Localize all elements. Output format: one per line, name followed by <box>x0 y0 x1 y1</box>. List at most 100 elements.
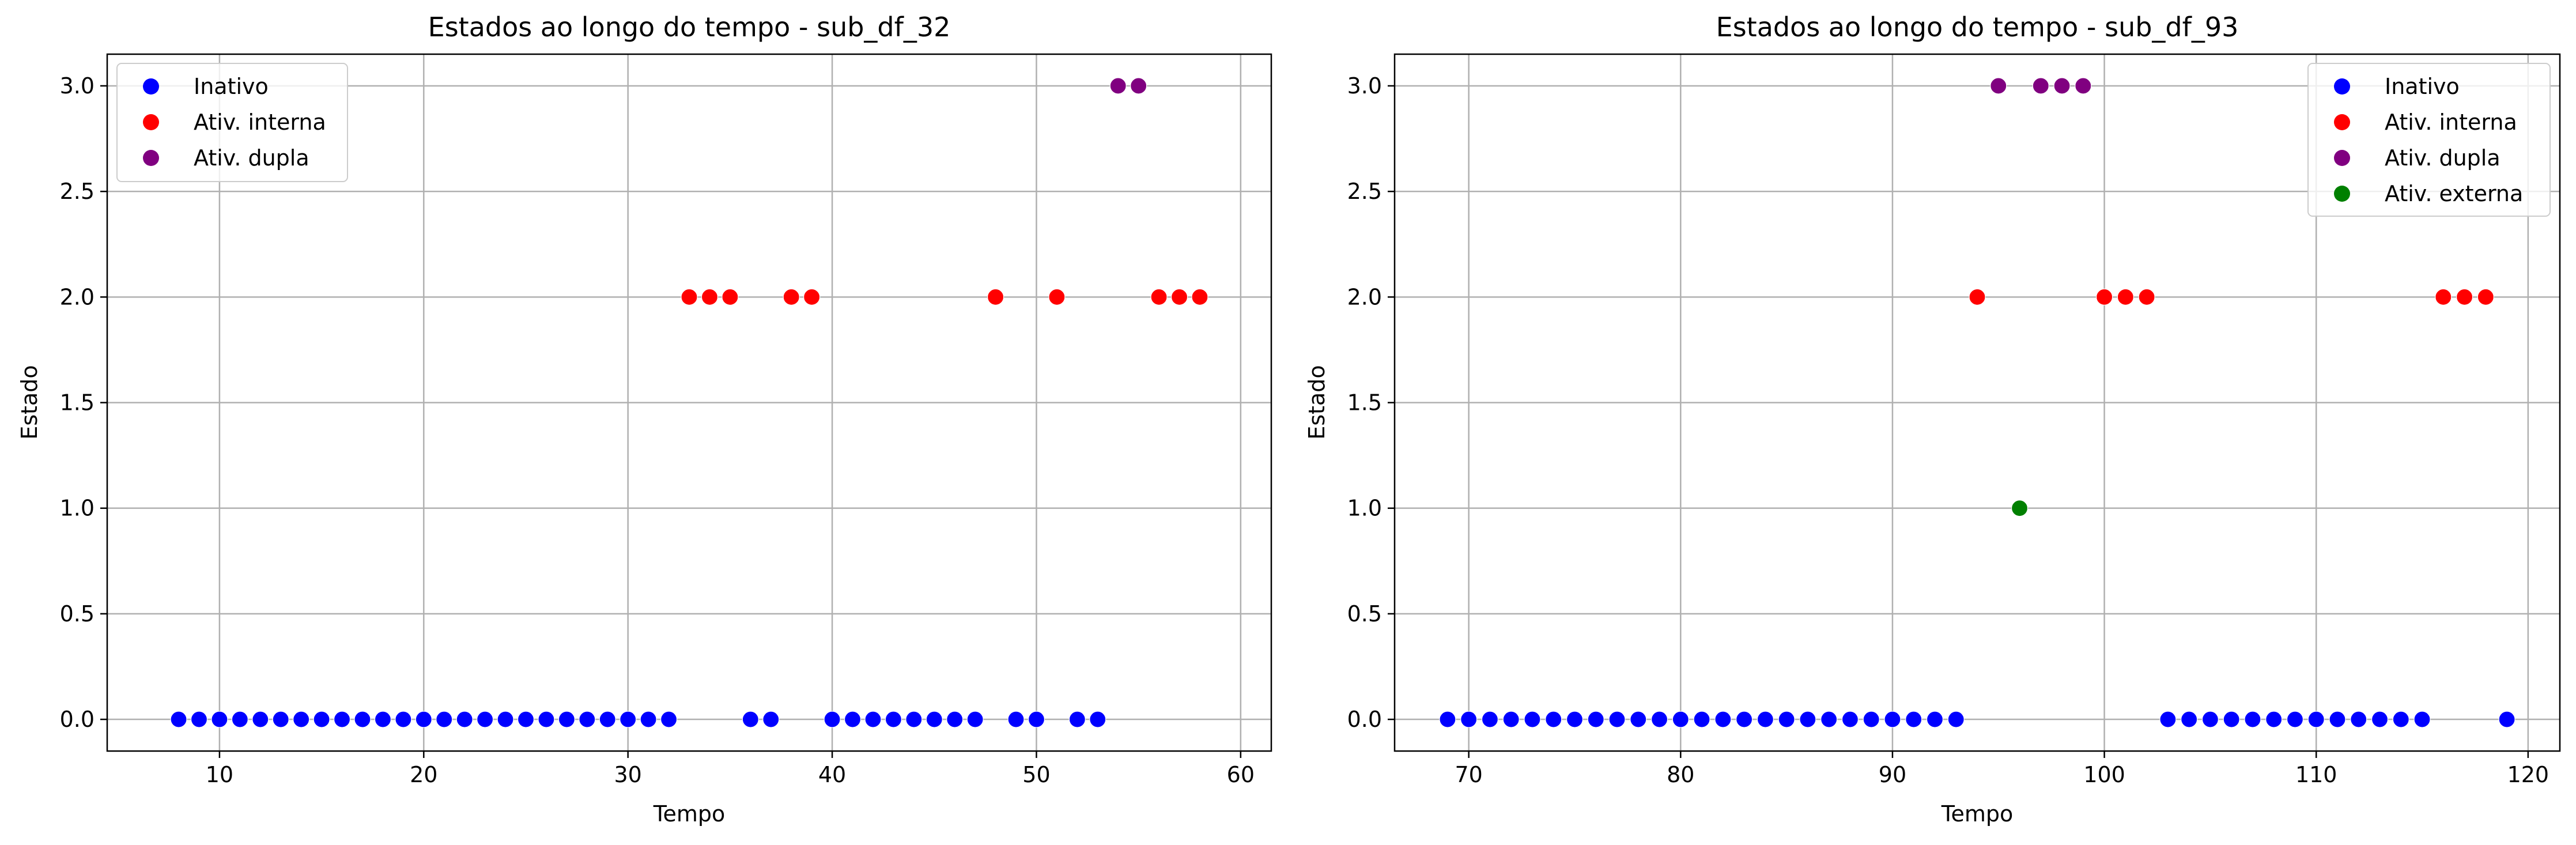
point-inativo <box>824 711 841 728</box>
x-axis-label: Tempo <box>653 801 726 827</box>
point-inativo <box>1028 711 1045 728</box>
data-points <box>1439 77 2515 728</box>
legend-box <box>2307 63 2551 217</box>
point-ativ-interna <box>2435 288 2452 305</box>
x-tick-label: 120 <box>2507 762 2549 787</box>
point-ativ-dupla <box>2053 77 2071 95</box>
legend: Inativo Ativ. interna Ativ. dupla <box>116 63 348 182</box>
point-inativo <box>1650 711 1668 728</box>
point-ativ-interna <box>701 288 719 305</box>
point-inativo <box>2307 711 2325 728</box>
y-axis-label: Estado <box>1304 365 1329 439</box>
point-inativo <box>190 711 208 728</box>
point-inativo <box>436 711 453 728</box>
point-inativo <box>558 711 575 728</box>
point-ativ-dupla <box>1109 77 1127 95</box>
point-ativ-interna <box>1969 288 1986 305</box>
x-tick-label: 10 <box>206 762 233 787</box>
point-ativ-dupla <box>2032 77 2049 95</box>
point-inativo <box>1714 711 1732 728</box>
legend-label: Ativ. dupla <box>194 145 309 171</box>
point-inativo <box>497 711 514 728</box>
point-inativo <box>2392 711 2409 728</box>
point-inativo <box>313 711 330 728</box>
legend-label: Ativ. externa <box>2385 181 2523 206</box>
point-ativ-interna <box>1150 288 1168 305</box>
point-inativo <box>1007 711 1025 728</box>
legend-entry-ativ-interna: Ativ. interna <box>2334 110 2517 135</box>
point-inativo <box>1608 711 1626 728</box>
point-ativ-interna <box>2138 288 2155 305</box>
point-inativo <box>1524 711 1541 728</box>
legend-marker <box>2334 114 2350 130</box>
point-inativo <box>1460 711 1478 728</box>
point-inativo <box>1545 711 1562 728</box>
point-inativo <box>2329 711 2346 728</box>
point-inativo <box>2181 711 2198 728</box>
legend-entry-ativ-dupla: Ativ. dupla <box>2334 145 2501 171</box>
point-inativo <box>1799 711 1816 728</box>
data-points <box>170 77 1208 728</box>
point-inativo <box>1481 711 1499 728</box>
point-inativo <box>293 711 310 728</box>
point-inativo <box>477 711 494 728</box>
chart-right: Estados ao longo do tempo - sub_df_93 0.… <box>1304 12 2561 827</box>
point-inativo <box>2413 711 2431 728</box>
x-tick-label: 110 <box>2295 762 2337 787</box>
y-axis-label: Estado <box>17 365 42 439</box>
point-inativo <box>2286 711 2304 728</box>
point-inativo <box>395 711 412 728</box>
point-ativ-interna <box>783 288 800 305</box>
legend-marker <box>143 114 159 130</box>
point-inativo <box>538 711 555 728</box>
y-axis-ticks: 0.0 0.5 1.0 1.5 2.0 2.5 3.0 <box>1347 73 1395 732</box>
point-ativ-interna <box>2095 288 2113 305</box>
point-inativo <box>170 711 187 728</box>
point-inativo <box>1672 711 1689 728</box>
point-ativ-interna <box>803 288 821 305</box>
point-ativ-interna <box>722 288 739 305</box>
y-tick-label: 1.5 <box>60 390 95 416</box>
legend-marker <box>2334 150 2350 166</box>
legend-label: Inativo <box>2385 74 2460 99</box>
point-inativo <box>415 711 432 728</box>
point-inativo <box>1068 711 1086 728</box>
point-inativo <box>579 711 596 728</box>
y-tick-label: 2.5 <box>60 179 95 204</box>
point-inativo <box>2223 711 2240 728</box>
point-ativ-interna <box>2456 288 2473 305</box>
point-inativo <box>1926 711 1944 728</box>
legend-marker <box>143 150 159 166</box>
chart-left: Estados ao longo do tempo - sub_df_32 0.… <box>17 12 1272 827</box>
x-tick-label: 20 <box>410 762 437 787</box>
point-inativo <box>1778 711 1795 728</box>
x-tick-label: 50 <box>1022 762 1050 787</box>
point-inativo <box>1884 711 1901 728</box>
point-ativ-dupla <box>1130 77 1147 95</box>
x-tick-label: 80 <box>1667 762 1694 787</box>
point-ativ-interna <box>1048 288 1066 305</box>
point-inativo <box>1736 711 1753 728</box>
y-tick-label: 0.0 <box>1347 707 1382 732</box>
point-inativo <box>1630 711 1647 728</box>
y-tick-label: 0.0 <box>60 707 95 732</box>
y-tick-label: 2.5 <box>1347 179 1382 204</box>
legend-entry-ativ-externa: Ativ. externa <box>2334 181 2523 206</box>
point-inativo <box>1566 711 1584 728</box>
x-tick-label: 100 <box>2083 762 2125 787</box>
y-tick-label: 3.0 <box>1347 73 1382 99</box>
point-ativ-dupla <box>2075 77 2092 95</box>
point-inativo <box>1502 711 1520 728</box>
point-inativo <box>762 711 780 728</box>
point-inativo <box>620 711 637 728</box>
chart-title: Estados ao longo do tempo - sub_df_93 <box>1716 12 2239 43</box>
y-tick-label: 1.5 <box>1347 390 1382 416</box>
plot-frame <box>1393 53 2561 752</box>
x-axis-ticks: 70 80 90 100 110 120 <box>1455 751 2549 787</box>
legend: Inativo Ativ. interna Ativ. dupla Ativ. … <box>2307 63 2551 217</box>
point-inativo <box>2201 711 2219 728</box>
point-inativo <box>1820 711 1838 728</box>
point-inativo <box>211 711 228 728</box>
point-inativo <box>2350 711 2367 728</box>
